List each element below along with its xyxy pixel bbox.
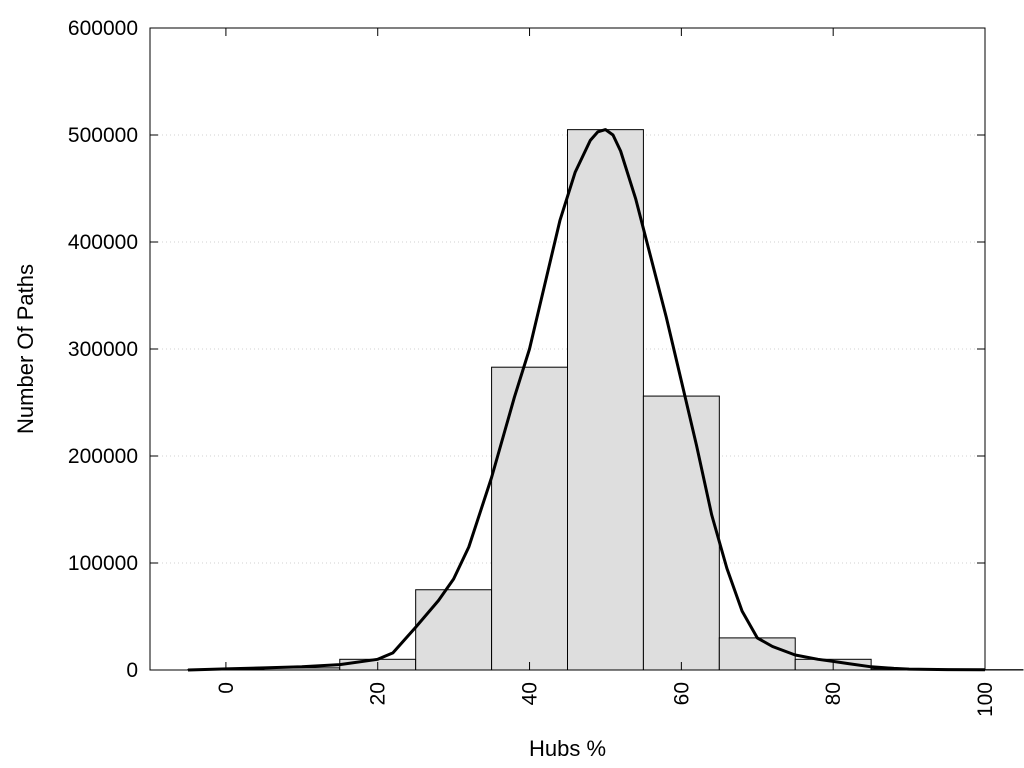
histogram-bar bbox=[718, 637, 796, 671]
x-axis-title: Hubs % bbox=[529, 736, 606, 761]
x-tick-label: 40 bbox=[519, 682, 542, 705]
histogram-bar bbox=[642, 395, 720, 671]
y-tick-label: 200000 bbox=[68, 445, 138, 468]
y-axis-ticks: 0 100000 200000 300000 400000 500000 600000 bbox=[68, 17, 985, 682]
y-tick-label: 600000 bbox=[68, 17, 138, 40]
density-curve bbox=[187, 128, 986, 672]
y-tick-label: 0 bbox=[126, 659, 138, 682]
x-tick-label: 80 bbox=[822, 682, 845, 705]
x-tick-label: 0 bbox=[215, 682, 238, 694]
histogram-bar bbox=[415, 589, 493, 671]
histogram-bar bbox=[567, 129, 644, 671]
y-axis-title: Number Of Paths bbox=[13, 264, 38, 434]
x-tick-label: 20 bbox=[367, 682, 390, 705]
y-tick-label: 500000 bbox=[68, 124, 138, 147]
x-tick-label: 100 bbox=[974, 682, 997, 717]
x-axis-ticks: 0 20 40 60 80 100 bbox=[215, 28, 997, 717]
density-curve-layer bbox=[187, 128, 986, 672]
bars bbox=[187, 129, 1024, 671]
histogram-bar bbox=[491, 366, 568, 671]
y-tick-label: 300000 bbox=[68, 338, 138, 361]
y-tick-label: 100000 bbox=[68, 552, 138, 575]
y-tick-label: 400000 bbox=[68, 231, 138, 254]
x-tick-label: 60 bbox=[670, 682, 693, 705]
